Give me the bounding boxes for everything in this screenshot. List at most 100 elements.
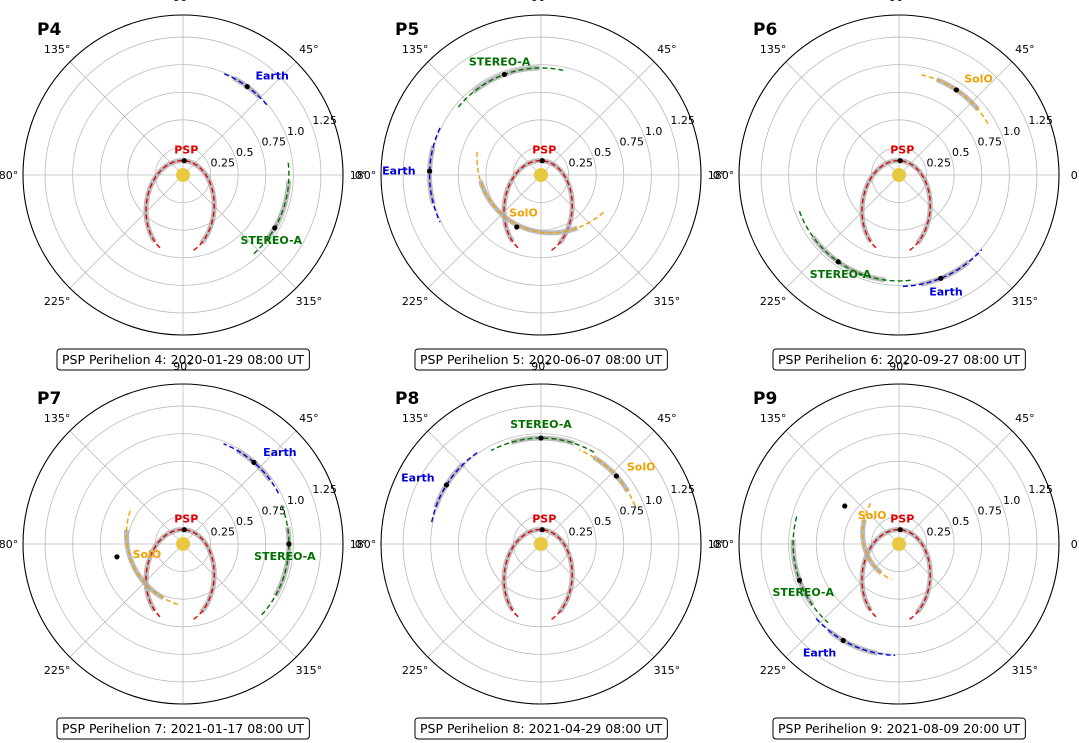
angular-tick-label: 90° [531, 360, 551, 373]
stereo-a-label: STEREO-A [772, 586, 834, 599]
caption-box: PSP Perihelion 6: 2020-09-27 08:00 UT [772, 348, 1026, 371]
angular-tick-label: 135° [760, 43, 787, 56]
earth-position-marker [938, 275, 944, 281]
psp-position-marker [897, 158, 903, 164]
earth-track-highlight [827, 628, 878, 656]
radial-tick-label: 0.75 [619, 135, 644, 148]
radial-tick-label: 1.25 [312, 114, 337, 127]
radial-tick-label: 0.75 [977, 504, 1002, 517]
caption-text: PSP Perihelion 8: 2021-04-29 08:00 UT [420, 721, 662, 736]
earth-label: Earth [255, 69, 288, 82]
caption-frame [772, 348, 1026, 371]
radial-tick-label: 0.25 [210, 156, 235, 169]
polar-frame [380, 383, 702, 705]
psp-label: PSP [532, 513, 556, 526]
stereo-a-position-marker [286, 541, 292, 547]
stereo-a-label: STEREO-A [469, 55, 531, 68]
angular-tick-label: 0° [355, 538, 368, 551]
sun-marker [176, 537, 190, 551]
caption-text: PSP Perihelion 7: 2021-01-17 08:00 UT [62, 721, 304, 736]
caption-text: PSP Perihelion 9: 2021-08-09 20:00 UT [778, 721, 1020, 736]
radial-tick-label: 0.5 [236, 146, 254, 159]
polar-frame [22, 383, 344, 705]
angular-tick-label: 0° [713, 538, 726, 551]
radial-tick-label: 1.0 [1003, 494, 1021, 507]
psp-orbit-track [145, 528, 215, 620]
psp-position-marker [539, 158, 545, 164]
polar-frame [738, 14, 1060, 336]
sun-marker [176, 168, 190, 182]
stereo-a-label: STEREO-A [240, 234, 302, 247]
angular-grid-line [898, 61, 1013, 176]
polar-panel-p5: 0°45°90°135°180°225°270°315°0.250.50.751… [350, 0, 725, 371]
sun-marker [892, 168, 906, 182]
caption-box: PSP Perihelion 7: 2021-01-17 08:00 UT [56, 717, 310, 740]
angular-grid-line [182, 61, 297, 176]
caption-frame [56, 348, 310, 371]
solo-label: SolO [964, 72, 993, 85]
psp-orbit-track [145, 159, 215, 251]
radial-tick-label: 1.25 [670, 114, 695, 127]
radial-tick-label: 0.5 [236, 515, 254, 528]
polar-frame [22, 14, 344, 336]
earth-track [428, 127, 441, 223]
angular-tick-label: 0° [1071, 538, 1079, 551]
radial-tick-label: 0.25 [210, 525, 235, 538]
psp-orbit-track [503, 528, 573, 620]
radial-tick-label: 1.0 [645, 125, 663, 138]
radial-tick-label: 0.5 [594, 515, 612, 528]
angular-grid-line [540, 61, 655, 176]
stereo-a-track [253, 160, 290, 255]
angular-tick-label: 225° [44, 295, 71, 308]
psp-orbit-track [861, 159, 931, 251]
angular-grid-line [427, 543, 542, 658]
angular-tick-label: 45° [657, 412, 677, 425]
radial-tick-label: 1.25 [670, 483, 695, 496]
psp-position-marker [181, 158, 187, 164]
radial-tick-label: 1.0 [287, 494, 305, 507]
earth-label: Earth [263, 446, 296, 459]
angular-tick-label: 45° [299, 43, 319, 56]
angular-grid-line [69, 174, 184, 289]
angular-grid-line [69, 61, 184, 176]
psp-label: PSP [532, 144, 556, 157]
caption-text: PSP Perihelion 4: 2020-01-29 08:00 UT [62, 352, 304, 367]
caption-frame [772, 717, 1026, 740]
angular-grid-line [540, 174, 655, 289]
psp-label: PSP [890, 513, 914, 526]
stereo-a-position-marker [538, 435, 544, 441]
earth-position-marker [251, 459, 257, 465]
solo-position-marker [114, 554, 120, 560]
polar-panel-p9: 0°45°90°135°180°225°270°315°0.250.50.751… [708, 360, 1079, 740]
angular-tick-label: 45° [299, 412, 319, 425]
stereo-a-label: STEREO-A [254, 550, 316, 563]
polar-panel-p7: 0°45°90°135°180°225°270°315°0.250.50.751… [0, 360, 368, 740]
solo-label: SolO [133, 548, 162, 561]
stereo-a-track [798, 210, 914, 282]
angular-tick-label: 45° [1015, 43, 1035, 56]
panel-label: P9 [753, 389, 777, 409]
panel-label: P8 [395, 389, 419, 409]
radial-tick-label: 0.5 [594, 146, 612, 159]
earth-track [430, 452, 478, 525]
stereo-a-label: STEREO-A [510, 418, 572, 431]
angular-grid-line [540, 430, 655, 545]
angular-tick-label: 135° [44, 412, 71, 425]
earth-track-highlight [433, 462, 466, 509]
stereo-a-position-marker [796, 577, 803, 583]
solo-track [861, 502, 892, 581]
stereo-a-position-marker [272, 225, 278, 231]
solo-label: SolO [858, 509, 887, 522]
caption-text: PSP Perihelion 5: 2020-06-07 08:00 UT [420, 352, 662, 367]
solo-position-marker [613, 473, 620, 479]
angular-tick-label: 135° [760, 412, 787, 425]
radial-tick-label: 0.25 [926, 525, 951, 538]
panel-label: P5 [395, 20, 419, 40]
panel-label: P7 [37, 389, 61, 409]
radial-tick-label: 1.0 [645, 494, 663, 507]
radial-tick-label: 0.25 [568, 525, 593, 538]
radial-tick-label: 0.75 [619, 504, 644, 517]
angular-tick-label: 225° [402, 295, 429, 308]
angular-grid-line [427, 61, 542, 176]
radial-tick-label: 0.75 [261, 504, 286, 517]
